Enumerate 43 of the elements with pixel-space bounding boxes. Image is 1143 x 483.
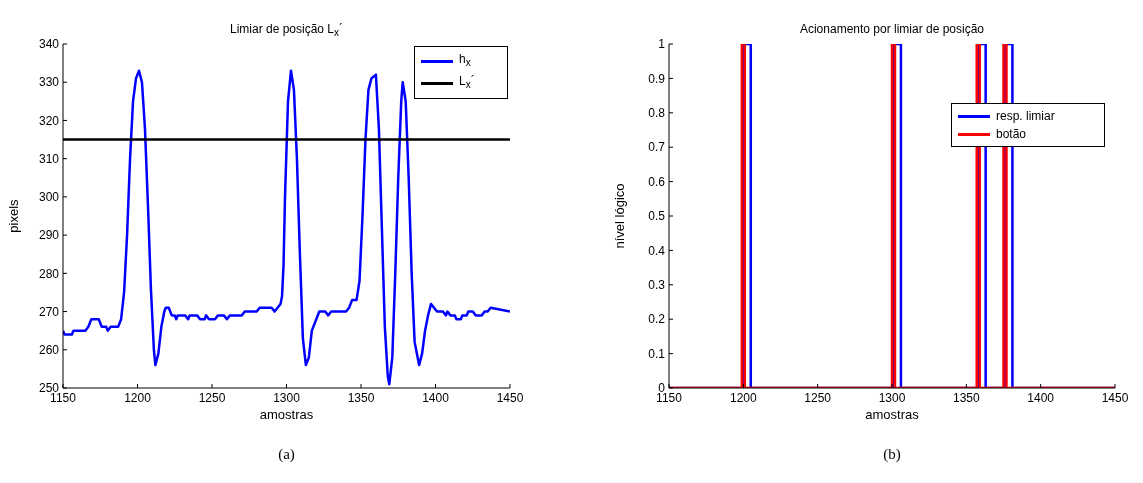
- x-tick-label: 1250: [198, 390, 226, 405]
- legend-label: resp. limiar: [996, 108, 1055, 125]
- y-tick-label: 260: [38, 343, 60, 358]
- y-tick-label: 0.8: [648, 106, 666, 121]
- y-axis-title: nível lógico: [611, 183, 627, 249]
- y-tick-label: 270: [38, 304, 60, 319]
- x-tick-label: 1450: [1101, 390, 1129, 405]
- x-tick-label: 1250: [804, 390, 832, 405]
- x-tick-label: 1450: [496, 390, 524, 405]
- chart-title: Limiar de posição L$_{x}$´: [228, 22, 345, 39]
- x-tick-label: 1200: [729, 390, 757, 405]
- legend-label: h$_{x}$: [459, 51, 471, 71]
- legend-label: botão: [996, 126, 1027, 143]
- x-tick-label: 1400: [422, 390, 450, 405]
- text: (a): [277, 446, 296, 463]
- y-tick-label: 0.2: [648, 312, 666, 327]
- x-axis-title: amostras: [259, 407, 314, 422]
- y-tick-label: 310: [38, 151, 60, 166]
- x-tick-label: 1400: [1027, 390, 1055, 405]
- y-tick-label: 1: [658, 37, 666, 52]
- x-tick-label: 1300: [273, 390, 301, 405]
- x-axis-title: amostras: [865, 407, 920, 422]
- x-tick-label: 1300: [878, 390, 906, 405]
- y-tick-label: 0.1: [648, 346, 666, 361]
- text: (b): [882, 446, 902, 463]
- x-tick-label: 1200: [124, 390, 152, 405]
- x-tick-label: 1350: [347, 390, 375, 405]
- y-tick-label: 300: [38, 190, 60, 205]
- legend-label: L$_{x}$´: [459, 73, 475, 93]
- y-tick-label: 0.9: [648, 71, 666, 86]
- y-tick-label: 320: [38, 113, 60, 128]
- y-tick-label: 280: [38, 266, 60, 281]
- y-tick-label: 340: [38, 37, 60, 52]
- y-tick-label: 290: [38, 228, 60, 243]
- y-tick-label: 0.5: [648, 209, 666, 224]
- y-tick-label: 0.4: [648, 243, 666, 258]
- y-tick-label: 330: [38, 75, 60, 90]
- y-tick-label: 0.6: [648, 174, 666, 189]
- y-axis-title: pixels: [5, 198, 21, 233]
- y-tick-label: 0.7: [648, 140, 666, 155]
- x-tick-label: 1350: [952, 390, 980, 405]
- chart-title: Acionamento por limiar de posição: [798, 22, 986, 36]
- y-tick-label: 0.3: [648, 278, 666, 293]
